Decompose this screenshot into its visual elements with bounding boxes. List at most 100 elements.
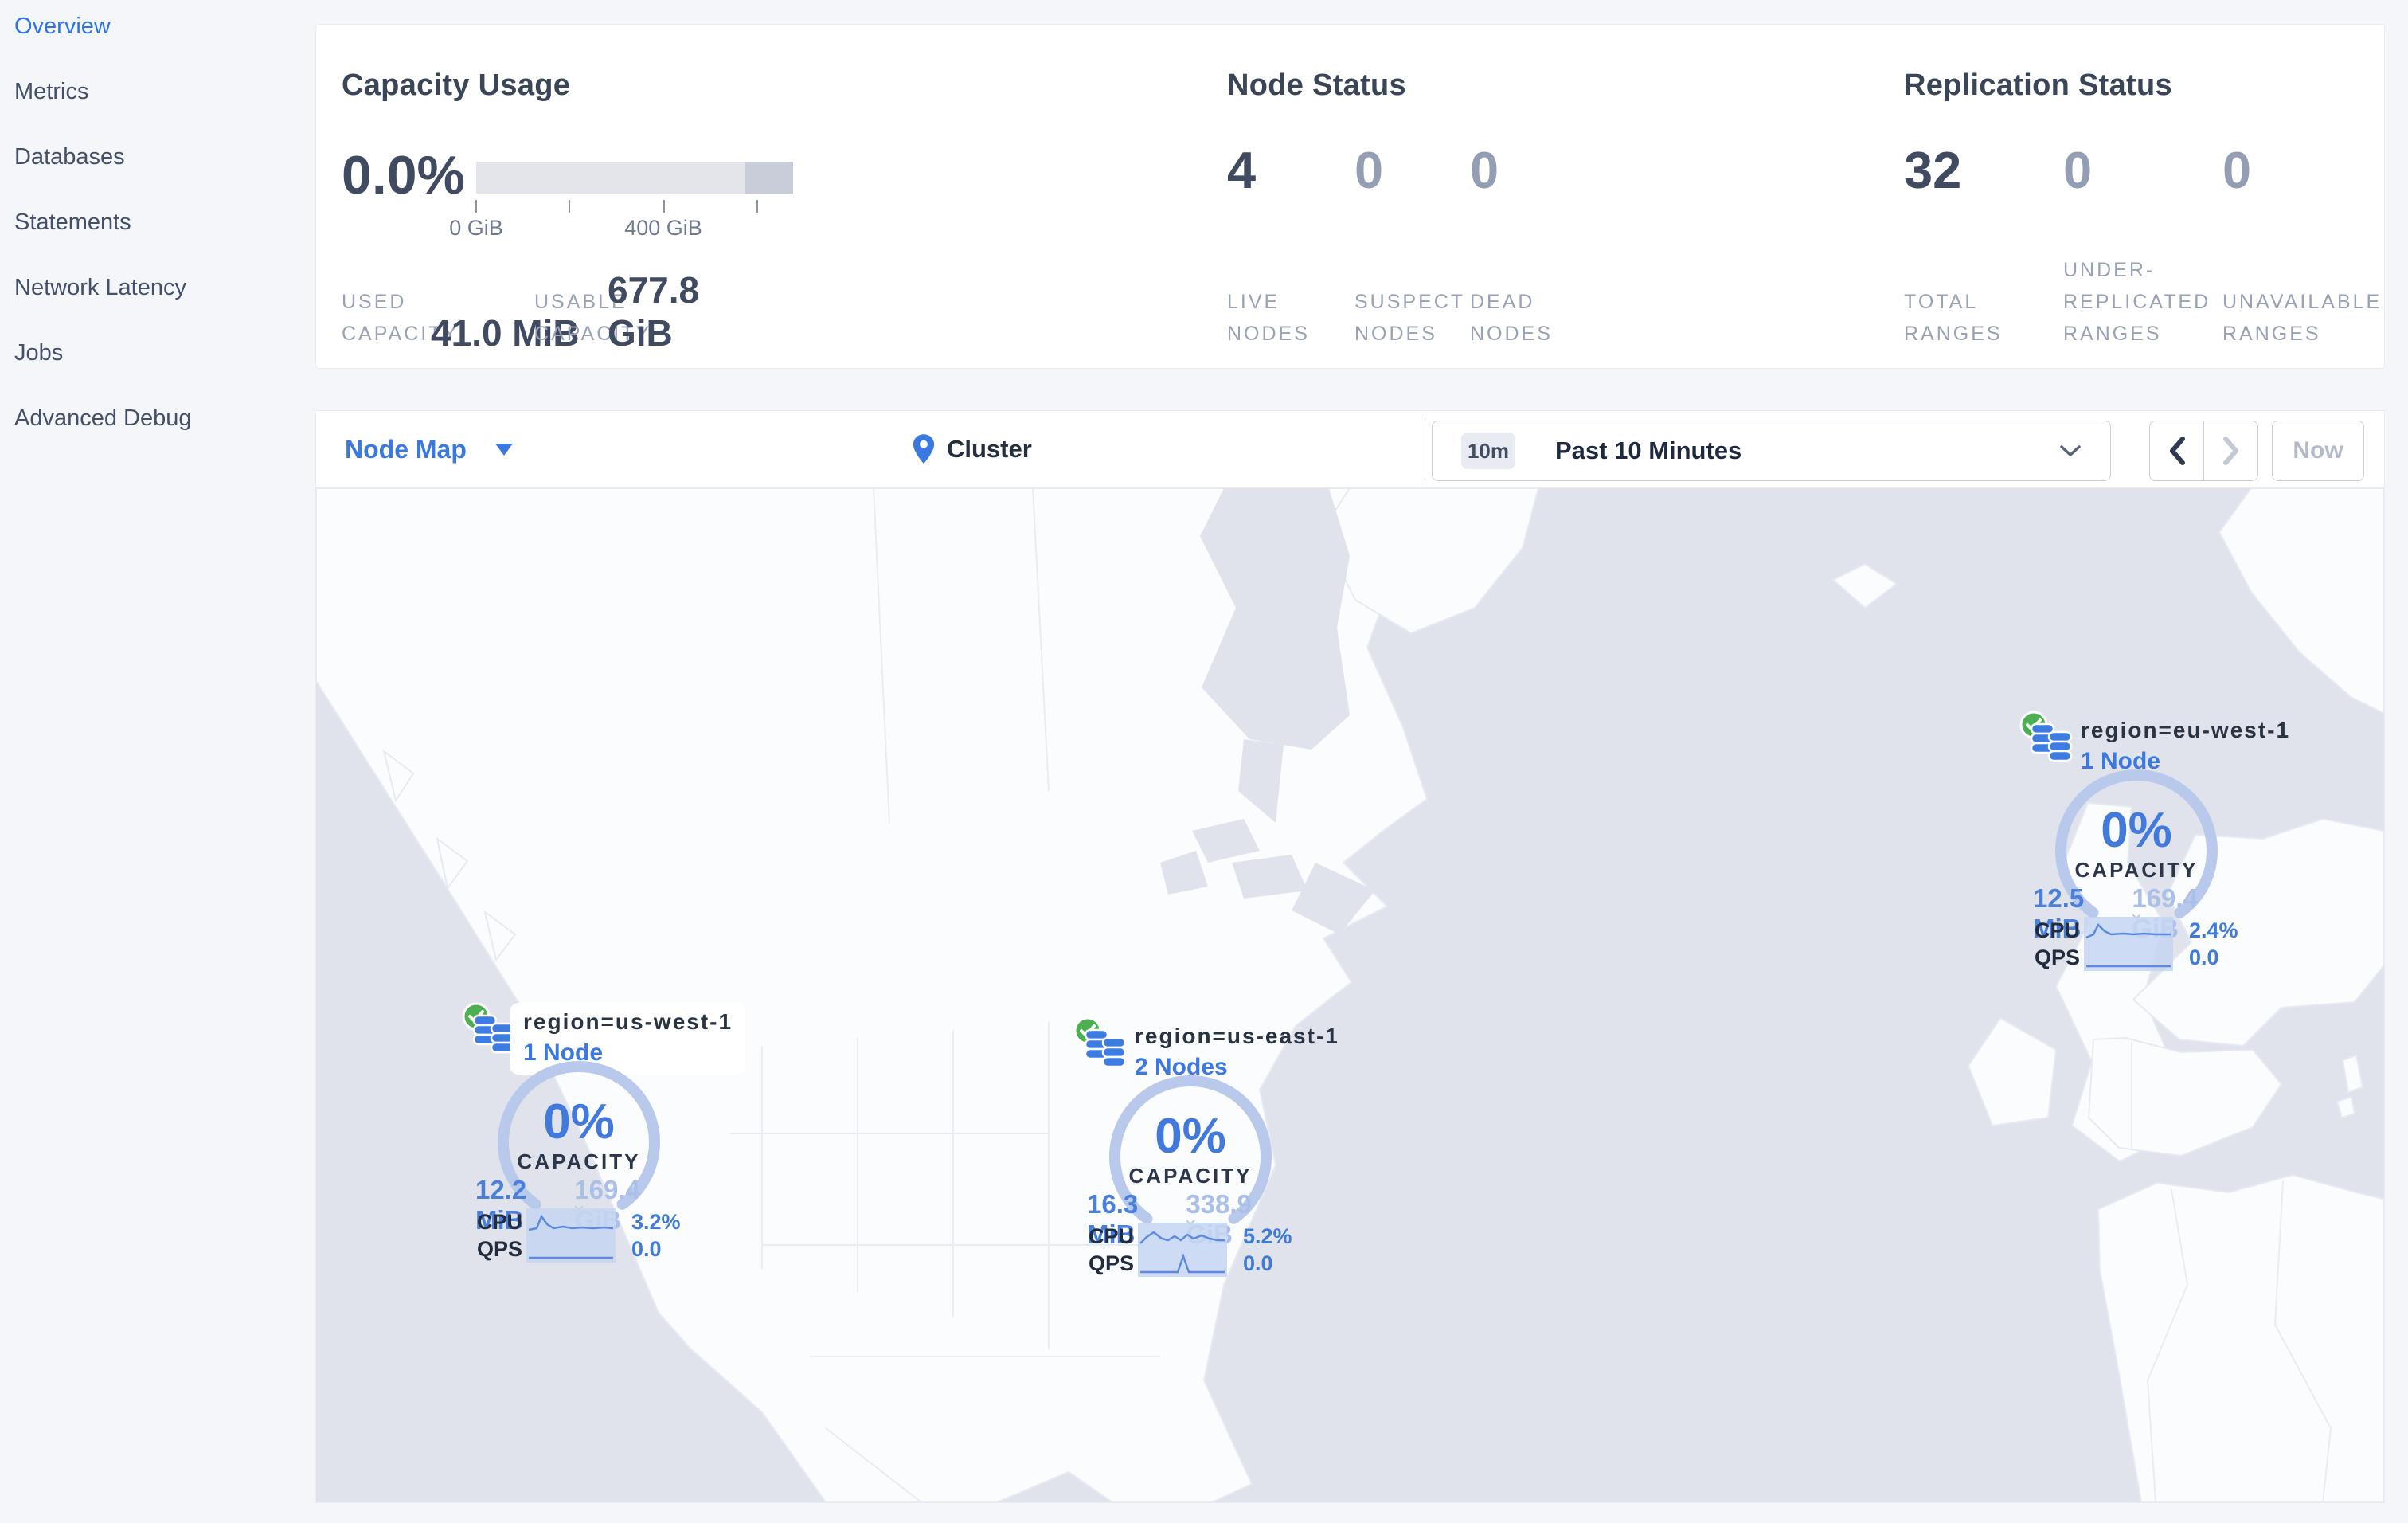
qps-value: 0.0 xyxy=(1243,1251,1273,1275)
sidebar-item-label: Jobs xyxy=(14,339,64,366)
under-replicated-ranges-count: 0 xyxy=(2063,141,2093,199)
sidebar-item-label: Databases xyxy=(14,143,125,170)
now-button[interactable]: Now xyxy=(2272,421,2364,481)
capacity-gauge-arc xyxy=(2055,769,2218,918)
used-capacity: 12.5 MiB xyxy=(2033,883,2085,943)
capacity-axis-tick xyxy=(569,200,570,213)
unavailable-ranges-count: 0 xyxy=(2222,141,2252,199)
sidebar-item-databases[interactable]: Databases xyxy=(14,131,315,183)
sidebar-item-advanced-debug[interactable]: Advanced Debug xyxy=(14,392,315,444)
sidebar-item-jobs[interactable]: Jobs xyxy=(14,327,315,379)
expand-chevron-icon[interactable]: ⌄ xyxy=(570,1192,588,1216)
dead-nodes-count: 0 xyxy=(1470,141,1499,199)
capacity-gauge-arc xyxy=(1109,1075,1272,1224)
capacity-percent: 0% xyxy=(1155,1109,1226,1164)
node-marker-label: region=us-east-1 2 Nodes xyxy=(1122,1017,1352,1089)
node-count-link[interactable]: 2 Nodes xyxy=(1135,1054,1228,1080)
time-range-badge: 10m xyxy=(1461,433,1515,469)
database-stack-icon xyxy=(472,1014,515,1054)
node-marker-label: region=eu-west-1 1 Node xyxy=(2068,711,2303,783)
node-status-title: Node Status xyxy=(1227,69,1406,102)
cpu-sparkline xyxy=(2084,917,2173,944)
live-nodes-label: LIVE NODES xyxy=(1227,291,1310,345)
live-nodes-count: 4 xyxy=(1227,141,1257,199)
breadcrumb-cluster: Cluster xyxy=(947,435,1032,463)
capacity-axis-tick xyxy=(663,200,665,213)
capacity-bar xyxy=(476,162,793,194)
node-marker-us-east-1: region=us-east-1 2 Nodes 0% CAPACITY 16.… xyxy=(1073,1016,1338,1278)
capacity-used-percent: 0.0% xyxy=(342,145,465,206)
sidebar-item-metrics[interactable]: Metrics xyxy=(14,65,315,118)
time-range-dropdown[interactable]: 10m Past 10 Minutes xyxy=(1432,421,2111,481)
view-mode-dropdown[interactable]: Node Map xyxy=(345,411,513,487)
sidebar-item-network-latency[interactable]: Network Latency xyxy=(14,261,315,314)
cpu-label: CPU xyxy=(2035,918,2081,942)
used-capacity: 12.2 MiB xyxy=(475,1175,527,1235)
suspect-nodes-label: SUSPECT NODES xyxy=(1354,291,1466,345)
cpu-label: CPU xyxy=(477,1209,523,1234)
qps-label: QPS xyxy=(2035,945,2081,969)
qps-sparkline xyxy=(1138,1250,1227,1277)
time-step-buttons xyxy=(2149,421,2258,481)
usable-capacity-value: 677.8 GiB xyxy=(608,269,700,354)
database-stack-icon xyxy=(1084,1028,1127,1068)
time-step-forward-button[interactable] xyxy=(2203,421,2258,480)
capacity-axis-label-0: 0 GiB xyxy=(449,216,503,240)
capacity-label: CAPACITY xyxy=(2074,858,2199,882)
sidebar-item-statements[interactable]: Statements xyxy=(14,196,315,249)
view-mode-label: Node Map xyxy=(345,434,467,464)
node-count-link[interactable]: 1 Node xyxy=(2081,748,2161,774)
capacity-axis-tick xyxy=(475,200,477,213)
cpu-sparkline xyxy=(526,1208,616,1235)
capacity-axis-label-400: 400 GiB xyxy=(624,216,702,240)
capacity-label: CAPACITY xyxy=(1128,1164,1253,1188)
node-count-link[interactable]: 1 Node xyxy=(523,1039,604,1066)
cpu-value: 2.4% xyxy=(2189,918,2238,942)
sidebar-item-overview[interactable]: Overview xyxy=(14,0,315,53)
cpu-sparkline xyxy=(1138,1223,1227,1250)
node-marker-eu-west-1: region=eu-west-1 1 Node 0% CAPACITY 12.5… xyxy=(2019,710,2289,973)
sidebar-item-label: Statements xyxy=(14,209,131,235)
used-capacity-value: 41.0 MiB xyxy=(431,312,580,354)
time-range-label: Past 10 Minutes xyxy=(1555,437,1742,464)
dead-nodes-label: DEAD NODES xyxy=(1470,291,1553,345)
qps-label: QPS xyxy=(477,1236,523,1261)
sidebar-item-label: Network Latency xyxy=(14,274,186,300)
node-marker-label: region=us-west-1 1 Node xyxy=(510,1003,746,1075)
capacity-label: CAPACITY xyxy=(517,1149,641,1173)
region-name: region=us-west-1 xyxy=(523,1009,733,1034)
now-button-label: Now xyxy=(2293,437,2344,464)
map-pin-icon xyxy=(913,434,935,464)
used-capacity-label: USED CAPACITY xyxy=(342,291,459,345)
time-step-back-button[interactable] xyxy=(2150,421,2203,480)
usable-capacity-label: USABLE CAPACITY xyxy=(534,291,652,345)
capacity-percent: 0% xyxy=(2101,803,2172,858)
node-marker-us-west-1: region=us-west-1 1 Node 0% CAPACITY 12.2… xyxy=(461,1001,746,1264)
chevron-left-icon xyxy=(2169,437,2185,465)
node-map-card: Node Map Cluster 10m Past 10 Minutes xyxy=(315,410,2385,1503)
qps-value: 0.0 xyxy=(2189,945,2219,969)
capacity-gauge-arc xyxy=(498,1060,660,1210)
expand-chevron-icon[interactable]: ⌄ xyxy=(1182,1206,1199,1230)
under-replicated-ranges-label: UNDER- REPLICATED RANGES xyxy=(2063,259,2211,345)
used-capacity: 16.3 MiB xyxy=(1087,1189,1139,1249)
total-ranges-label: TOTAL RANGES xyxy=(1904,291,2003,345)
node-map[interactable]: region=us-west-1 1 Node 0% CAPACITY 12.2… xyxy=(316,488,2384,1502)
qps-sparkline xyxy=(2084,944,2173,971)
breadcrumb[interactable]: Cluster xyxy=(912,411,1032,487)
expand-chevron-icon[interactable]: ⌄ xyxy=(2128,900,2145,924)
capacity-percent: 0% xyxy=(543,1094,615,1149)
unavailable-ranges-label: UNAVAILABLE RANGES xyxy=(2222,291,2383,345)
capacity-bar-reserved-segment xyxy=(745,162,793,194)
capacity-axis-tick xyxy=(756,200,758,213)
region-name: region=eu-west-1 xyxy=(2081,718,2291,742)
cpu-value: 5.2% xyxy=(1243,1223,1292,1248)
map-toolbar: Node Map Cluster 10m Past 10 Minutes xyxy=(316,411,2384,488)
cluster-summary-card: Capacity Usage 0.0% 0 GiB 400 GiB USED C… xyxy=(315,24,2385,369)
cpu-label: CPU xyxy=(1089,1223,1135,1248)
region-name: region=us-east-1 xyxy=(1135,1024,1339,1048)
sidebar-item-label: Overview xyxy=(14,13,111,39)
qps-value: 0.0 xyxy=(631,1236,662,1261)
total-ranges-count: 32 xyxy=(1904,141,1962,199)
qps-label: QPS xyxy=(1089,1251,1135,1275)
